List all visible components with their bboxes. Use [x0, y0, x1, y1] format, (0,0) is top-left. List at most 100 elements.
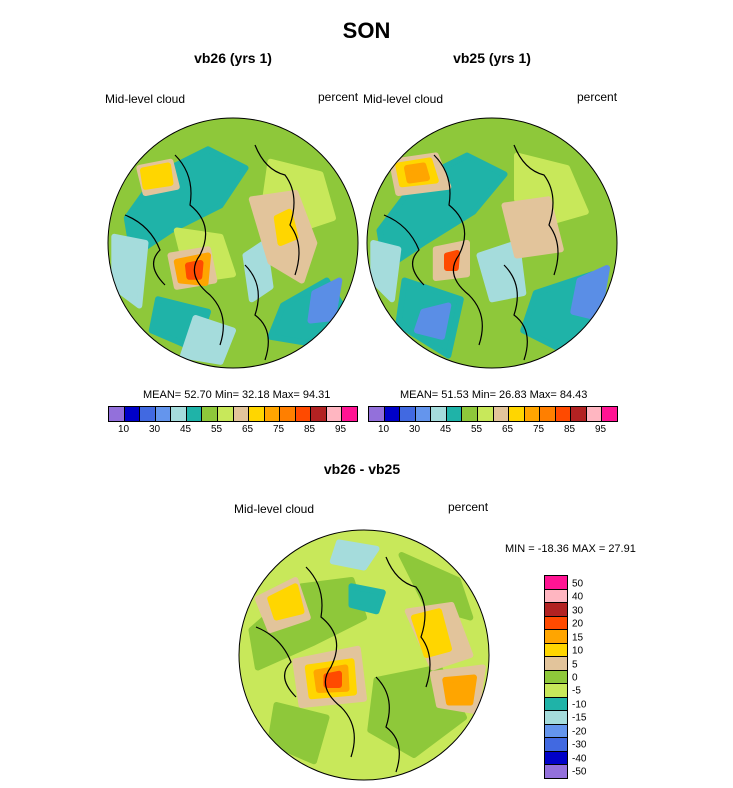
- map-contour-region: [267, 583, 305, 621]
- map-contour-region: [242, 240, 274, 303]
- colorbar-tick-label: -50: [572, 766, 587, 778]
- map-contour-region: [370, 240, 402, 303]
- map-contour-region: [329, 539, 380, 571]
- colorbar-tick-label: 75: [272, 424, 285, 435]
- colorbar-swatch: [602, 407, 617, 421]
- map-border: [238, 529, 490, 781]
- colorbar-swatch: [545, 630, 567, 644]
- colorbar-swatch: [233, 407, 250, 421]
- panel-2-subtitle: vb25 (yrs 1): [453, 50, 531, 66]
- coastline: [244, 264, 269, 361]
- colorbar-swatch: [545, 697, 567, 712]
- panel-2-colorbar-ticks: 10 30 45 55 65 75 85 95: [368, 424, 616, 438]
- colorbar-swatch: [326, 407, 343, 421]
- panel-3-colorbar: [544, 575, 568, 779]
- coastline: [513, 144, 559, 276]
- colorbar-swatch: [446, 407, 463, 421]
- map-contour-region: [411, 608, 452, 658]
- map-contour-region: [442, 674, 477, 706]
- colorbar-swatch: [384, 407, 401, 421]
- colorbar-tick-label: 85: [563, 424, 576, 435]
- colorbar-swatch: [509, 407, 525, 421]
- coastline: [305, 566, 355, 758]
- colorbar-swatch: [545, 589, 567, 604]
- map-contour-region: [501, 196, 564, 259]
- colorbar-swatch: [431, 407, 447, 421]
- map-contour-region: [476, 240, 527, 303]
- colorbar-tick-label: 10: [572, 645, 584, 657]
- map-contour-region: [404, 162, 430, 184]
- colorbar-tick-label: 55: [210, 424, 223, 435]
- colorbar-swatch: [202, 407, 218, 421]
- colorbar-swatch: [124, 407, 141, 421]
- colorbar-swatch: [342, 407, 357, 421]
- colorbar-swatch: [586, 407, 603, 421]
- colorbar-tick-label: 5: [572, 659, 578, 671]
- colorbar-swatch: [477, 407, 494, 421]
- panel-3-polar-map: [238, 529, 490, 781]
- colorbar-swatch: [462, 407, 478, 421]
- panel-2-polar-map: [366, 117, 618, 369]
- map-contour-region: [323, 670, 342, 688]
- colorbar-swatch: [493, 407, 510, 421]
- colorbar-tick-label: -10: [572, 699, 587, 711]
- panel-2-units-label: percent: [577, 90, 618, 104]
- colorbar-swatch: [186, 407, 203, 421]
- panel-1-units-label: percent: [318, 90, 359, 104]
- colorbar-tick-label: 20: [572, 618, 584, 630]
- colorbar-swatch: [571, 407, 587, 421]
- colorbar-tick-label: -40: [572, 753, 587, 765]
- colorbar-swatch: [109, 407, 125, 421]
- colorbar-tick-label: 50: [572, 578, 584, 590]
- panel-3-units-label: percent: [448, 500, 489, 514]
- colorbar-swatch: [545, 657, 567, 671]
- coastline: [503, 264, 528, 361]
- coastline: [385, 556, 431, 688]
- colorbar-swatch: [545, 711, 567, 725]
- colorbar-tick-label: 30: [148, 424, 161, 435]
- map-contour-region: [348, 583, 386, 615]
- colorbar-swatch: [545, 724, 567, 739]
- coastline: [375, 676, 400, 773]
- colorbar-swatch: [264, 407, 281, 421]
- colorbar-swatch: [545, 751, 567, 766]
- map-contour-region: [248, 577, 367, 671]
- panel-1-left-label: Mid-level cloud: [105, 92, 186, 106]
- panel-1-colorbar-ticks: 10 30 45 55 65 75 85 95: [108, 424, 356, 438]
- panel-1-colorbar: [108, 406, 358, 422]
- colorbar-swatch: [545, 616, 567, 631]
- colorbar-tick-label: 30: [572, 605, 584, 617]
- map-border: [107, 117, 359, 369]
- map-contour-region: [140, 162, 174, 190]
- colorbar-tick-label: 65: [241, 424, 254, 435]
- colorbar-tick-label: 30: [408, 424, 421, 435]
- colorbar-tick-label: -20: [572, 726, 587, 738]
- colorbar-swatch: [249, 407, 265, 421]
- colorbar-swatch: [217, 407, 234, 421]
- colorbar-tick-label: -15: [572, 712, 587, 724]
- colorbar-tick-label: 95: [594, 424, 607, 435]
- map-contour-region: [267, 702, 330, 765]
- panel-3-minmax: MIN = -18.36 MAX = 27.91: [505, 543, 636, 555]
- panel-2-stats: MEAN= 51.53 Min= 26.83 Max= 84.43: [400, 389, 588, 401]
- colorbar-swatch: [311, 407, 327, 421]
- colorbar-swatch: [545, 765, 567, 778]
- colorbar-swatch: [524, 407, 541, 421]
- coastline: [254, 144, 300, 276]
- colorbar-swatch: [400, 407, 416, 421]
- colorbar-tick-label: 15: [572, 632, 584, 644]
- coastline: [433, 154, 483, 346]
- map-contour-region: [273, 208, 299, 246]
- panel-1-stats: MEAN= 52.70 Min= 32.18 Max= 94.31: [143, 389, 331, 401]
- map-contour-region: [180, 315, 236, 365]
- colorbar-tick-label: 0: [572, 672, 578, 684]
- colorbar-tick-label: -30: [572, 739, 587, 751]
- colorbar-tick-label: 65: [501, 424, 514, 435]
- colorbar-tick-label: 95: [334, 424, 347, 435]
- colorbar-swatch: [280, 407, 296, 421]
- colorbar-tick-label: 10: [117, 424, 130, 435]
- colorbar-swatch: [369, 407, 385, 421]
- colorbar-swatch: [545, 670, 567, 685]
- colorbar-tick-label: -5: [572, 685, 581, 697]
- colorbar-tick-label: 45: [439, 424, 452, 435]
